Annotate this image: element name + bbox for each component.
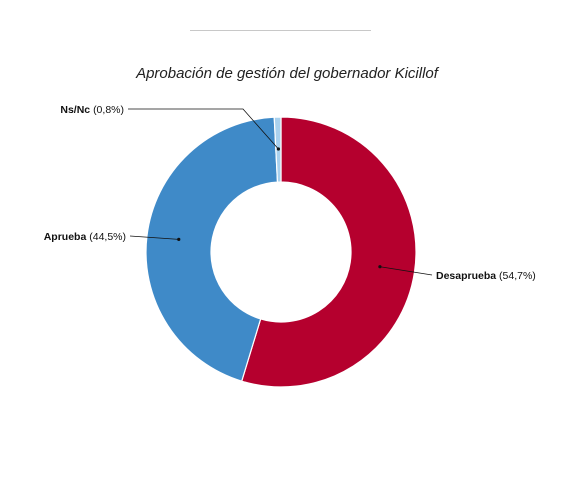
donut-slices: [145, 116, 417, 388]
label-value-desaprueba: (54,7%): [499, 270, 536, 282]
slice-labels: Desaprueba (54,7%) Aprueba (44,5%) Ns/Nc (…: [44, 104, 536, 282]
label-name-desaprueba: Desaprueba: [436, 270, 499, 282]
label-name-aprueba: Aprueba: [44, 231, 90, 243]
chart-title: Aprobación de gestión del gobernador Kic…: [135, 65, 440, 82]
label-value-ns-nc: (0,8%): [93, 104, 124, 116]
label-ns-nc: Ns/Nc (0,8%): [60, 104, 124, 116]
label-desaprueba: Desaprueba (54,7%): [436, 270, 536, 282]
label-name-ns-nc: Ns/Nc: [60, 104, 93, 116]
slice-aprueba: [145, 116, 279, 382]
slice-desaprueba: [240, 116, 417, 388]
leader-line-aprueba: [129, 235, 179, 240]
leader-line-ns-nc: [128, 108, 279, 150]
leader-line-desaprueba: [379, 266, 433, 276]
label-value-aprueba: (44,5%): [89, 231, 126, 243]
label-aprueba: Aprueba (44,5%): [44, 231, 126, 243]
